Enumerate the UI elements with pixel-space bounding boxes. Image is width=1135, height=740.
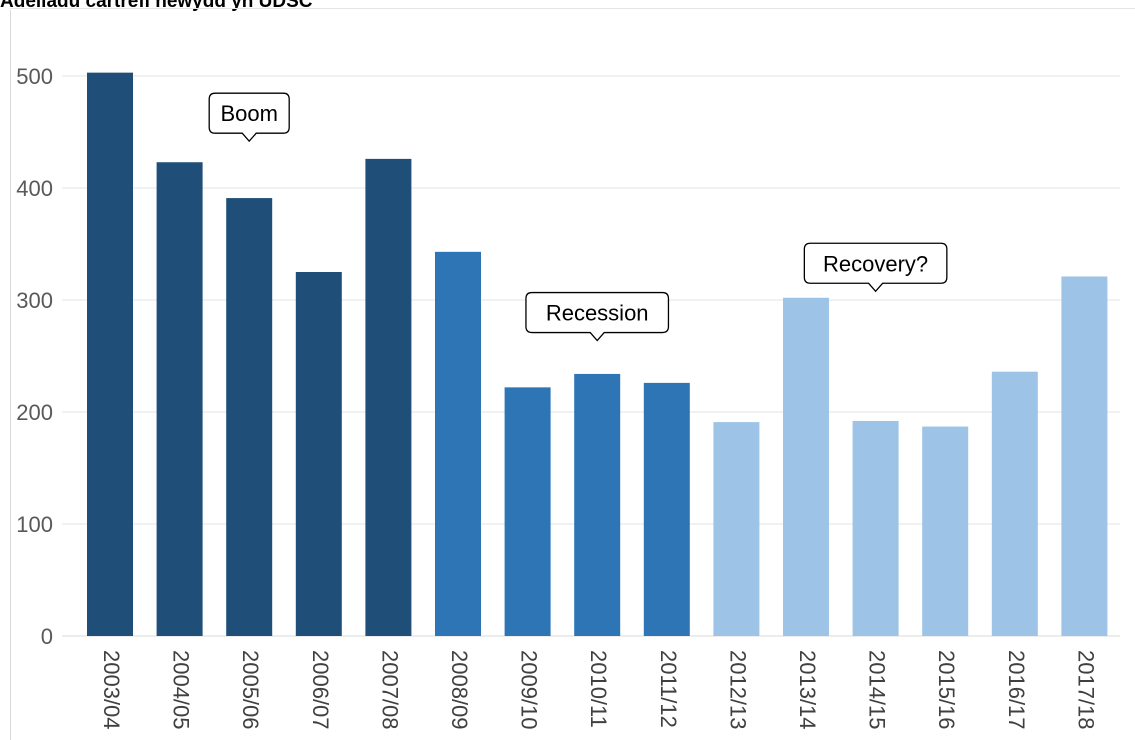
x-tick-label: 2015/16 [934, 650, 959, 730]
x-tick-label: 2003/04 [99, 650, 124, 730]
bar [87, 72, 133, 636]
bar [783, 297, 829, 636]
callout-box [525, 291, 670, 342]
bar [991, 371, 1038, 636]
x-tick-label: 2013/14 [795, 650, 820, 730]
plot-frame-top [10, 8, 1135, 9]
bar [295, 272, 342, 636]
x-tick-label: 2005/06 [238, 650, 263, 730]
callout-label: Recession [546, 301, 649, 326]
bar [713, 422, 760, 636]
bar [1061, 276, 1108, 636]
y-tick-label: 0 [41, 624, 53, 649]
x-tick-label: 2017/18 [1073, 650, 1098, 730]
x-tick-label: 2008/09 [447, 650, 472, 730]
y-tick-label: 400 [16, 176, 53, 201]
bar [226, 198, 273, 636]
bar [365, 158, 412, 636]
x-tick-label: 2004/05 [169, 650, 194, 730]
y-tick-label: 100 [16, 512, 53, 537]
x-tick-label: 2007/08 [377, 650, 402, 730]
x-tick-label: 2011/12 [656, 650, 681, 728]
x-tick-label: 2014/15 [865, 650, 890, 730]
bar [156, 162, 203, 637]
x-tick-label: 2009/10 [517, 650, 542, 730]
callout-label: Recovery? [823, 251, 928, 276]
y-tick-label: 300 [16, 288, 53, 313]
x-tick-label: 2012/13 [725, 650, 750, 730]
x-tick-label: 2010/11 [586, 650, 611, 728]
bar [852, 420, 899, 636]
bar [435, 251, 481, 636]
y-tick-label: 200 [16, 400, 53, 425]
plot-frame-left [10, 10, 11, 740]
callout-box [803, 242, 948, 293]
bar [643, 382, 690, 636]
x-tick-label: 2016/17 [1004, 650, 1029, 730]
y-tick-label: 500 [16, 64, 53, 89]
bar [922, 426, 969, 636]
x-tick-label: 2006/07 [308, 650, 333, 730]
bar [504, 387, 551, 636]
callout-label: Boom [220, 101, 277, 126]
callout-box [208, 92, 290, 143]
bar [574, 373, 621, 636]
chart-title: Adeiladu cartrefi newydd yn UDSC [0, 0, 313, 12]
